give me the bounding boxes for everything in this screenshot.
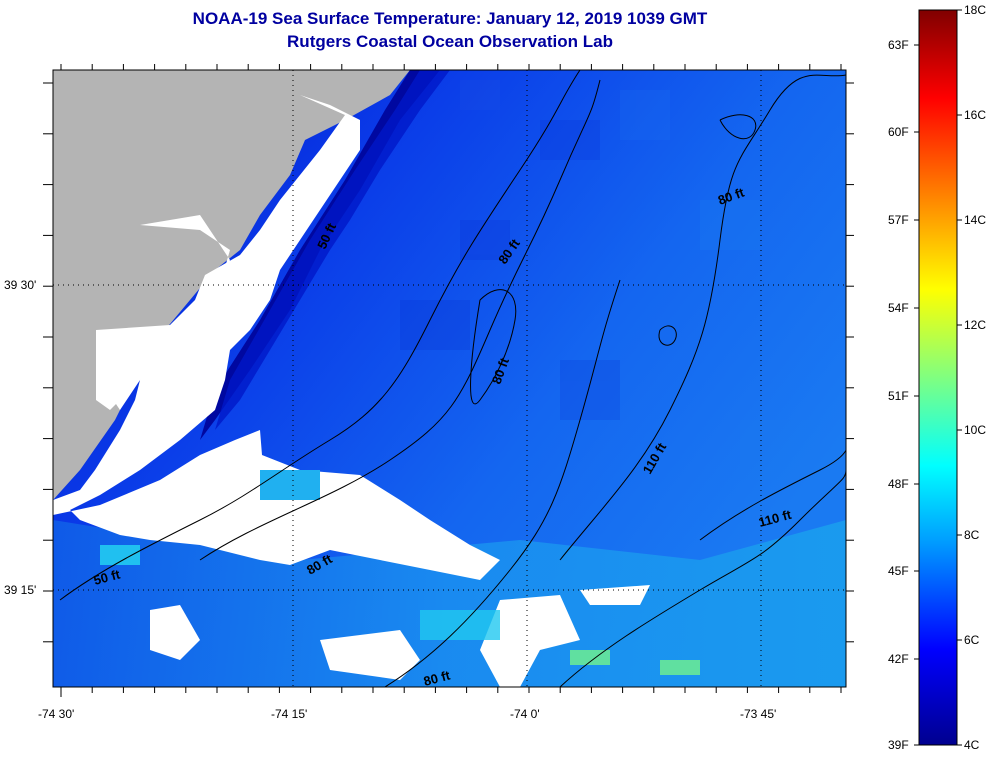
map-ticks — [43, 64, 854, 697]
lat-label-39-30: 39 30' — [4, 278, 36, 292]
map-subtitle: Rutgers Coastal Ocean Observation Lab — [287, 32, 613, 51]
colorbar-labels: 18C 16C 14C 12C 10C 8C 6C 4C 63F 60F 57F 54F 51F 48F 4… — [888, 3, 986, 752]
warm-patch — [570, 650, 610, 665]
colorbar-celsius-label: 16C — [964, 108, 986, 122]
lon-label-73-45: -73 45' — [740, 707, 776, 721]
colorbar-fahrenheit-label: 48F — [888, 477, 909, 491]
colorbar-fahrenheit-label: 60F — [888, 125, 909, 139]
bathymetry-contours — [59, 70, 846, 687]
colorbar-celsius-label: 4C — [964, 738, 980, 752]
contour-label: 50 ft — [92, 566, 122, 588]
colorbar-celsius-label: 14C — [964, 213, 986, 227]
land-mass — [53, 70, 410, 500]
colorbar-celsius-label: 6C — [964, 633, 980, 647]
southern-warm-band — [53, 520, 846, 687]
colorbar-celsius-label: 10C — [964, 423, 986, 437]
map-frame-border — [52, 69, 847, 688]
colorbar-fahrenheit-label: 63F — [888, 38, 909, 52]
colorbar-fahrenheit-label: 54F — [888, 301, 909, 315]
colorbar-fahrenheit-label: 51F — [888, 389, 909, 403]
lon-label-74-30: -74 30' — [38, 707, 74, 721]
colorbar-celsius-label: 12C — [964, 318, 986, 332]
colorbar-fahrenheit-label: 42F — [888, 652, 909, 666]
lon-label-74-0: -74 0' — [510, 707, 540, 721]
lon-label-74-15: -74 15' — [271, 707, 307, 721]
colorbar — [918, 9, 958, 746]
map-title: NOAA-19 Sea Surface Temperature: January… — [192, 9, 708, 28]
colorbar-celsius-label: 8C — [964, 528, 980, 542]
lat-label-39-15: 39 15' — [4, 583, 36, 597]
colorbar-fahrenheit-label: 57F — [888, 213, 909, 227]
colorbar-fahrenheit-label: 39F — [888, 738, 909, 752]
colorbar-fahrenheit-label: 45F — [888, 564, 909, 578]
contour-label: 80 ft — [422, 667, 452, 689]
colorbar-celsius-label: 18C — [964, 3, 986, 17]
graticule — [53, 70, 846, 687]
pixel-texture — [400, 80, 820, 480]
